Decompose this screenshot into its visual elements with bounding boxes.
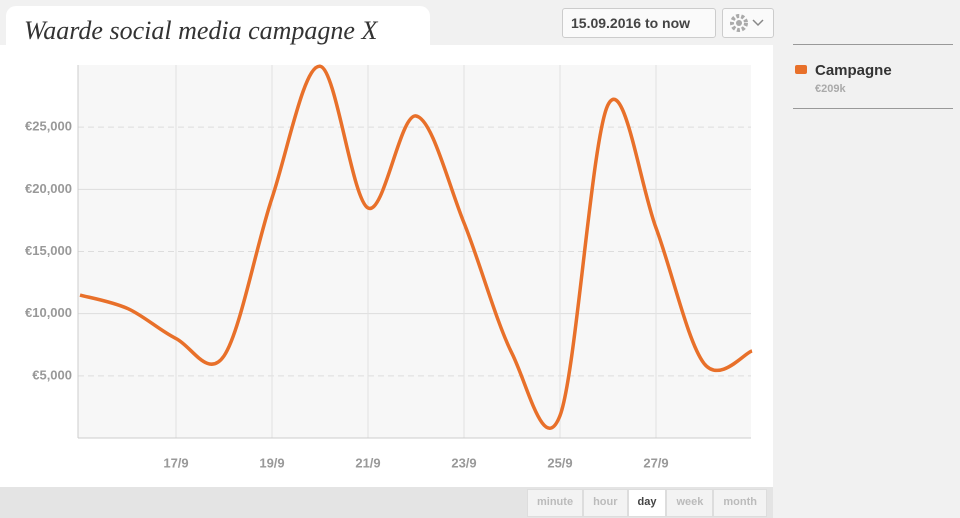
x-tick-label: 21/9 [355, 455, 380, 470]
date-range[interactable]: 15.09.2016 to now [562, 8, 716, 38]
settings-button[interactable] [722, 8, 774, 38]
legend-total: €209k [815, 83, 846, 95]
y-tick-label: €5,000 [32, 367, 72, 382]
y-tick-label: €20,000 [25, 181, 72, 196]
range-buttons: minute hour day week month [527, 489, 768, 517]
gear-icon [730, 14, 764, 32]
chart: €5,000 €10,000 €15,000 €20,000 €25,000 17/9 19… [25, 64, 753, 470]
x-tick-label: 17/9 [163, 455, 188, 470]
range-button[interactable]: month [713, 489, 768, 517]
range-button[interactable]: day [627, 489, 667, 517]
x-tick-label: 25/9 [547, 455, 572, 470]
y-tick-label: €15,000 [25, 243, 72, 258]
legend-swatch [795, 65, 807, 74]
x-tick-label: 19/9 [259, 455, 284, 470]
y-tick-label: €25,000 [25, 119, 72, 134]
x-tick-label: 23/9 [451, 455, 476, 470]
widget-title: Waarde social media campagne X [24, 16, 378, 45]
range-button[interactable]: hour [583, 489, 628, 517]
title-tab [6, 6, 430, 50]
y-tick-label: €10,000 [25, 305, 72, 320]
legend-name[interactable]: Campagne [815, 62, 892, 79]
legend: Campagne €209k [793, 44, 953, 109]
series-line [79, 64, 753, 430]
x-tick-label: 27/9 [643, 455, 668, 470]
range-button[interactable]: minute [527, 489, 584, 517]
range-button[interactable]: week [666, 489, 714, 517]
